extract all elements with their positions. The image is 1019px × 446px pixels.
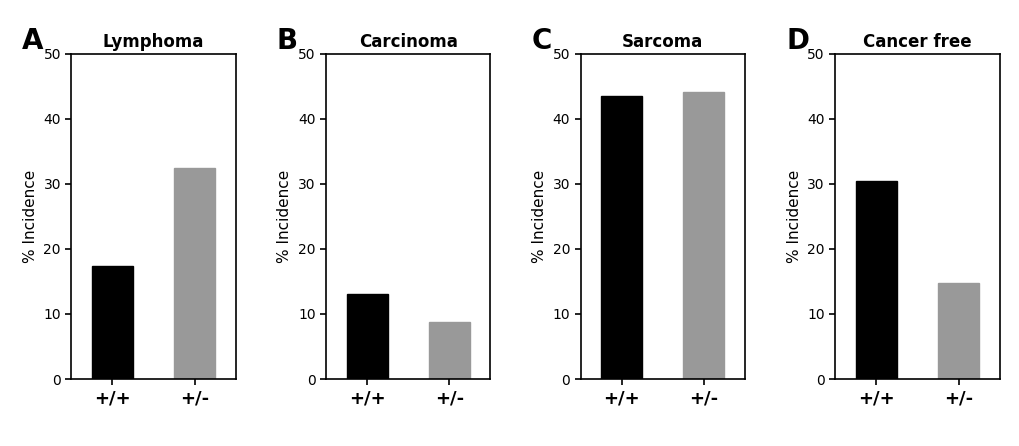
Bar bbox=[174, 168, 215, 379]
Text: C: C bbox=[531, 28, 551, 55]
Text: D: D bbox=[786, 28, 808, 55]
Text: B: B bbox=[276, 28, 298, 55]
Bar bbox=[428, 322, 470, 379]
Title: Sarcoma: Sarcoma bbox=[622, 33, 703, 50]
Bar bbox=[937, 283, 978, 379]
Bar bbox=[683, 92, 723, 379]
Title: Carcinoma: Carcinoma bbox=[359, 33, 458, 50]
Text: A: A bbox=[22, 28, 44, 55]
Y-axis label: % Incidence: % Incidence bbox=[532, 169, 546, 263]
Y-axis label: % Incidence: % Incidence bbox=[22, 169, 38, 263]
Bar bbox=[346, 294, 387, 379]
Title: Lymphoma: Lymphoma bbox=[103, 33, 204, 50]
Bar bbox=[600, 96, 642, 379]
Title: Cancer free: Cancer free bbox=[862, 33, 971, 50]
Y-axis label: % Incidence: % Incidence bbox=[277, 169, 292, 263]
Y-axis label: % Incidence: % Incidence bbox=[786, 169, 801, 263]
Bar bbox=[855, 181, 896, 379]
Bar bbox=[92, 266, 132, 379]
